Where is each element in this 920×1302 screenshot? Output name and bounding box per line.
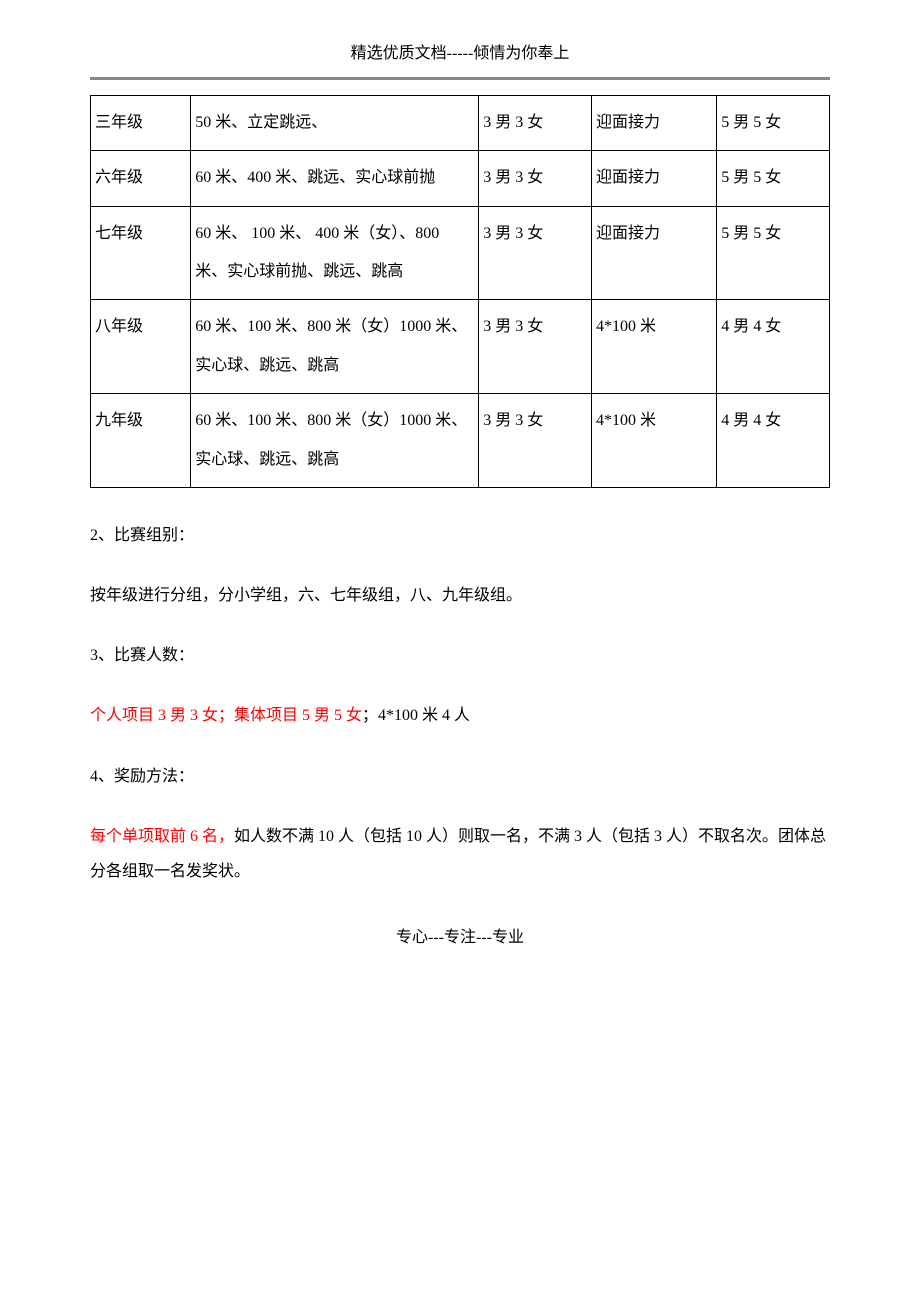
group-cell: 5 男 5 女 xyxy=(717,151,830,206)
relay-cell: 4*100 米 xyxy=(592,300,717,394)
events-cell: 60 米、 100 米、 400 米（女）、800 米、实心球前抛、跳远、跳高 xyxy=(191,206,479,300)
page-footer: 专心---专注---专业 xyxy=(90,924,830,953)
grade-cell: 八年级 xyxy=(91,300,191,394)
section-4-title: 4、奖励方法： xyxy=(90,759,830,794)
table-row: 八年级 60 米、100 米、800 米（女）1000 米、实心球、跳远、跳高 … xyxy=(91,300,830,394)
group-cell: 4 男 4 女 xyxy=(717,300,830,394)
footer-text: 专心---专注---专业 xyxy=(396,929,524,946)
section-3-red: 个人项目 3 男 3 女；集体项目 5 男 5 女 xyxy=(90,707,362,724)
relay-cell: 4*100 米 xyxy=(592,394,717,488)
group-cell: 5 男 5 女 xyxy=(717,206,830,300)
individual-cell: 3 男 3 女 xyxy=(479,95,592,150)
section-3-title: 3、比赛人数： xyxy=(90,638,830,673)
section-2-body: 按年级进行分组，分小学组，六、七年级组，八、九年级组。 xyxy=(90,578,830,613)
section-4-body: 每个单项取前 6 名，如人数不满 10 人（包括 10 人）则取一名，不满 3 … xyxy=(90,819,830,889)
events-table: 三年级 50 米、立定跳远、 3 男 3 女 迎面接力 5 男 5 女 六年级 … xyxy=(90,95,830,488)
table-row: 七年级 60 米、 100 米、 400 米（女）、800 米、实心球前抛、跳远… xyxy=(91,206,830,300)
group-cell: 5 男 5 女 xyxy=(717,95,830,150)
page-header: 精选优质文档-----倾情为你奉上 xyxy=(90,40,830,69)
events-cell: 50 米、立定跳远、 xyxy=(191,95,479,150)
table-row: 九年级 60 米、100 米、800 米（女）1000 米、实心球、跳远、跳高 … xyxy=(91,394,830,488)
grade-cell: 七年级 xyxy=(91,206,191,300)
table-row: 六年级 60 米、400 米、跳远、实心球前抛 3 男 3 女 迎面接力 5 男… xyxy=(91,151,830,206)
header-divider xyxy=(90,77,830,80)
events-cell: 60 米、100 米、800 米（女）1000 米、实心球、跳远、跳高 xyxy=(191,300,479,394)
group-cell: 4 男 4 女 xyxy=(717,394,830,488)
grade-cell: 三年级 xyxy=(91,95,191,150)
events-cell: 60 米、100 米、800 米（女）1000 米、实心球、跳远、跳高 xyxy=(191,394,479,488)
table-row: 三年级 50 米、立定跳远、 3 男 3 女 迎面接力 5 男 5 女 xyxy=(91,95,830,150)
individual-cell: 3 男 3 女 xyxy=(479,394,592,488)
header-text: 精选优质文档-----倾情为你奉上 xyxy=(351,45,570,62)
section-3-rest: ；4*100 米 4 人 xyxy=(362,707,470,724)
section-4-red: 每个单项取前 6 名， xyxy=(90,828,234,845)
relay-cell: 迎面接力 xyxy=(592,206,717,300)
section-3-body: 个人项目 3 男 3 女；集体项目 5 男 5 女；4*100 米 4 人 xyxy=(90,698,830,733)
grade-cell: 九年级 xyxy=(91,394,191,488)
section-2-title: 2、比赛组别： xyxy=(90,518,830,553)
individual-cell: 3 男 3 女 xyxy=(479,206,592,300)
relay-cell: 迎面接力 xyxy=(592,151,717,206)
events-cell: 60 米、400 米、跳远、实心球前抛 xyxy=(191,151,479,206)
relay-cell: 迎面接力 xyxy=(592,95,717,150)
individual-cell: 3 男 3 女 xyxy=(479,151,592,206)
grade-cell: 六年级 xyxy=(91,151,191,206)
individual-cell: 3 男 3 女 xyxy=(479,300,592,394)
